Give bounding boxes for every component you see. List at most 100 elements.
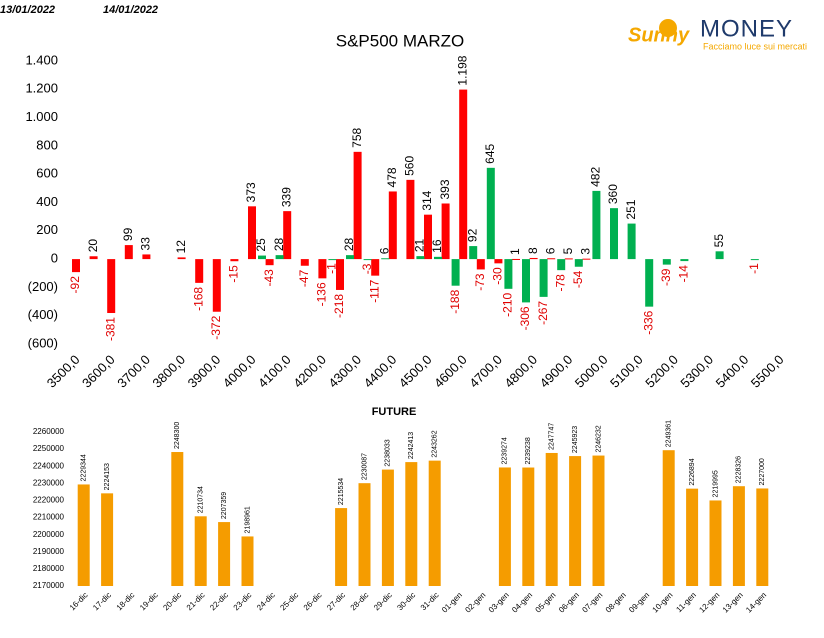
bar: [89, 256, 98, 260]
y-tick-label: 1.000: [25, 109, 58, 124]
x-tick-label: 3500,0: [44, 352, 83, 391]
data-label: -14: [677, 265, 691, 283]
data-label: 2239238: [525, 437, 532, 464]
bar: [336, 259, 344, 290]
bar: [476, 259, 485, 270]
data-label: 2247747: [549, 423, 556, 450]
data-label: 6: [543, 247, 557, 254]
bar: [557, 259, 566, 271]
x-tick-label: 17-dic: [91, 591, 113, 613]
data-label: 21: [413, 238, 427, 252]
x-tick-label: 25-dic: [278, 591, 300, 613]
bar: [715, 251, 724, 260]
bar: [371, 259, 380, 276]
bar: [275, 255, 284, 260]
x-tick-label: 3900,0: [185, 352, 224, 391]
data-label: 2210734: [198, 486, 205, 513]
bar: [574, 259, 583, 267]
bar: [680, 259, 689, 262]
x-tick-label: 19-dic: [138, 591, 160, 613]
bar: [486, 167, 495, 260]
x-tick-label: 07-gen: [580, 591, 604, 615]
bar: [142, 254, 151, 260]
bar: [686, 488, 699, 586]
data-label: 1.198: [455, 55, 469, 85]
data-label: -381: [103, 317, 117, 341]
y-tick-label: 2240000: [33, 461, 65, 470]
date-2: 14/01/2022: [103, 4, 158, 16]
bar: [335, 508, 348, 586]
bar: [353, 151, 362, 260]
bar: [610, 208, 618, 260]
bar: [416, 256, 425, 260]
data-label: -218: [332, 294, 346, 318]
data-label: -92: [68, 276, 82, 294]
bar: [388, 191, 397, 260]
data-label: 2227000: [759, 458, 766, 485]
data-label: 373: [244, 182, 258, 202]
bar: [171, 452, 184, 586]
x-tick-label: 4200,0: [290, 352, 329, 391]
data-label: 2249361: [666, 420, 673, 447]
bar: [756, 488, 769, 586]
y-tick-label: 800: [36, 137, 58, 152]
bar: [662, 450, 675, 586]
data-label: 251: [624, 199, 638, 219]
data-label: 2226894: [689, 458, 696, 485]
x-tick-label: 24-dic: [255, 591, 277, 613]
data-label: 314: [420, 190, 434, 210]
data-label: 25: [254, 238, 268, 252]
bar: [441, 203, 450, 260]
y-tick-label: (600): [28, 335, 58, 350]
data-label: -47: [297, 269, 311, 287]
x-tick-label: 23-dic: [232, 591, 254, 613]
data-label: 2228326: [736, 456, 743, 483]
bar: [363, 259, 372, 261]
data-label: 758: [350, 127, 364, 147]
y-tick-label: 400: [36, 194, 58, 209]
data-label: -336: [641, 310, 655, 334]
data-label: 28: [342, 237, 356, 251]
bar: [218, 522, 231, 586]
x-tick-label: 5400,0: [713, 352, 752, 391]
data-label: 12: [174, 240, 188, 254]
data-label: 2198961: [244, 506, 251, 533]
data-label: 478: [385, 167, 399, 187]
data-label: -1: [325, 263, 339, 274]
bar: [265, 259, 274, 266]
x-tick-label: 16-dic: [68, 591, 90, 613]
data-label: -267: [536, 301, 550, 325]
data-label: 2238033: [385, 439, 392, 466]
bar: [428, 460, 441, 586]
bar: [107, 259, 116, 314]
x-tick-label: 3800,0: [149, 352, 188, 391]
x-tick-label: 20-dic: [161, 591, 183, 613]
y-tick-label: 0: [51, 251, 58, 266]
bar: [194, 516, 207, 586]
data-label: 2248300: [174, 422, 181, 449]
data-label: 339: [279, 187, 293, 207]
x-tick-label: 4600,0: [431, 352, 470, 391]
x-tick-label: 18-dic: [115, 591, 137, 613]
x-tick-label: 12-gen: [697, 591, 721, 615]
x-tick-label: 4500,0: [396, 352, 435, 391]
bar: [539, 259, 548, 297]
y-tick-label: 2210000: [33, 513, 65, 522]
bar: [547, 258, 556, 260]
logo-sun: [659, 19, 677, 37]
data-label: -73: [473, 273, 487, 291]
bar: [248, 206, 256, 260]
y-tick-label: 600: [36, 166, 58, 181]
bar: [346, 255, 354, 260]
logo-name: MONEY: [700, 15, 793, 42]
x-tick-label: 02-gen: [463, 591, 487, 615]
bar: [498, 467, 511, 586]
logo-tagline: Facciamo luce sui mercati: [703, 41, 807, 51]
x-tick-label: 30-dic: [395, 591, 417, 613]
data-label: 2215534: [338, 478, 345, 505]
data-label: -78: [553, 274, 567, 292]
bar: [750, 259, 759, 261]
data-label: 3: [579, 248, 593, 255]
x-tick-label: 13-gen: [721, 591, 745, 615]
